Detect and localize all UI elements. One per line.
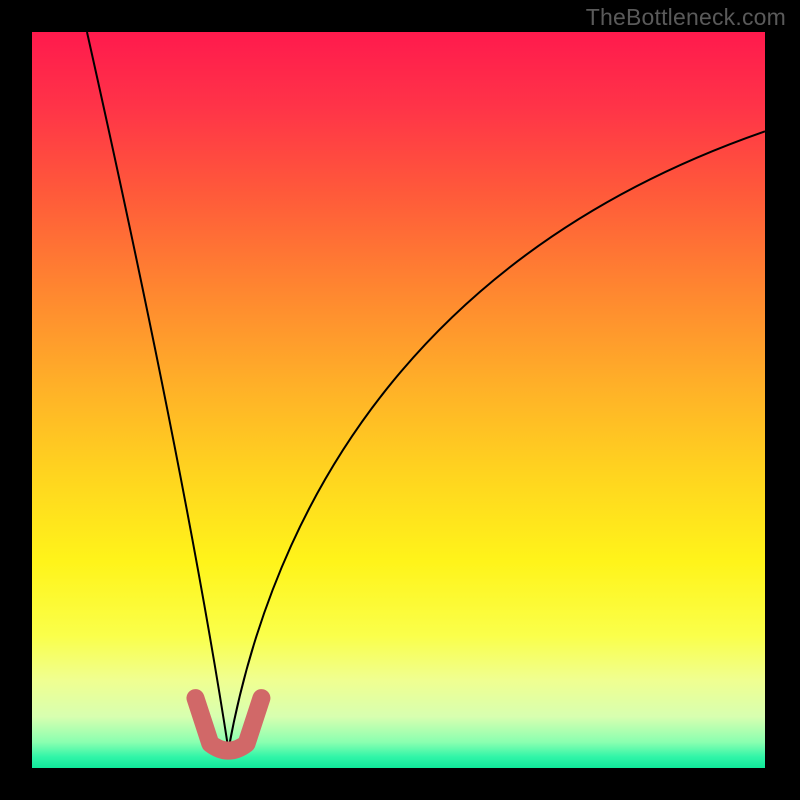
plot-area <box>32 32 765 768</box>
watermark-text: TheBottleneck.com <box>586 4 786 31</box>
